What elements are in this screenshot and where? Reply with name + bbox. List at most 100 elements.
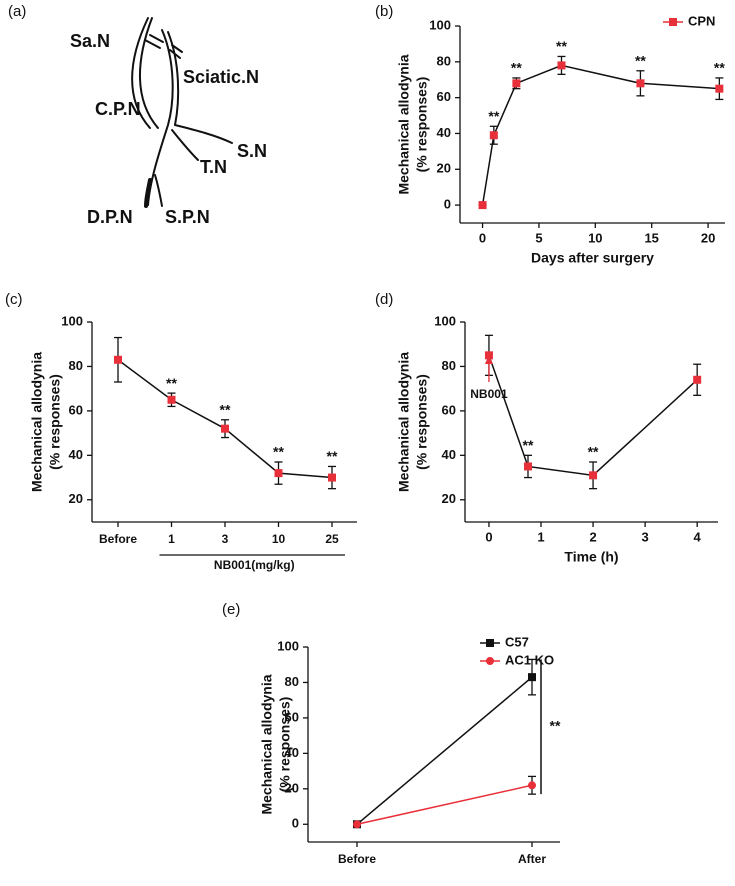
nerve — [167, 31, 180, 126]
y-axis-title: Mechanical allodynia — [29, 352, 45, 492]
annotation-arrowhead — [484, 355, 493, 364]
nerve-label: S.N — [237, 141, 267, 161]
x-group-label: NB001(mg/kg) — [214, 558, 295, 572]
y-axis-title: Mechanical allodynia — [259, 674, 275, 814]
y-tick-label: 60 — [442, 402, 456, 417]
marker — [114, 355, 122, 364]
y-tick-label: 60 — [285, 709, 299, 724]
significance: ** — [714, 60, 725, 76]
legend-label: AC1 KO — [505, 652, 554, 667]
marker — [478, 201, 487, 210]
x-tick-label: 10 — [272, 532, 286, 546]
y-tick-label: 0 — [444, 197, 451, 212]
significance: ** — [588, 444, 599, 460]
nerve — [154, 174, 163, 207]
y-tick-label: 20 — [442, 491, 456, 506]
significance: ** — [166, 375, 177, 391]
y-tick-label: 40 — [69, 447, 83, 462]
y-axis-subtitle: (% responses) — [414, 374, 430, 470]
marker — [523, 462, 532, 471]
panel-label: (c) — [5, 291, 23, 308]
legend-label: C57 — [505, 634, 529, 649]
y-axis-title: Mechanical allodynia — [396, 352, 412, 492]
x-tick-label: Before — [99, 532, 137, 546]
marker — [328, 473, 336, 482]
y-tick-label: 80 — [69, 358, 83, 373]
marker — [693, 375, 702, 384]
x-tick-label: 1 — [537, 529, 544, 544]
nerve — [144, 34, 183, 59]
significance: ** — [488, 108, 499, 124]
x-tick-label: Before — [338, 852, 376, 866]
nerve — [174, 124, 233, 144]
marker — [167, 395, 176, 404]
x-tick-label: 3 — [222, 532, 229, 546]
marker — [557, 61, 566, 70]
x-tick-label: 2 — [589, 529, 596, 544]
significance: ** — [327, 448, 338, 464]
nerve-label: S.P.N — [165, 207, 210, 227]
panel-label: (e) — [222, 601, 240, 618]
y-axis-subtitle: (% responses) — [277, 697, 293, 793]
marker — [274, 469, 283, 478]
y-tick-label: 100 — [434, 313, 456, 328]
marker — [589, 471, 598, 480]
marker — [528, 781, 536, 790]
legend-marker — [486, 639, 494, 647]
x-tick-label: 20 — [701, 230, 715, 245]
y-tick-label: 40 — [437, 125, 451, 140]
marker — [221, 424, 229, 433]
marker — [353, 820, 361, 829]
nerve-label: Sciatic.N — [183, 67, 259, 87]
marker — [715, 84, 724, 93]
nerve — [144, 178, 152, 208]
x-tick-label: 0 — [479, 230, 486, 245]
y-tick-label: 80 — [442, 358, 456, 373]
y-tick-label: 60 — [437, 89, 451, 104]
panel-label: (b) — [375, 3, 393, 20]
y-tick-label: 20 — [69, 491, 83, 506]
y-tick-label: 80 — [285, 674, 299, 689]
significance: ** — [273, 444, 284, 460]
y-tick-label: 20 — [437, 161, 451, 176]
panel-label: (d) — [375, 291, 393, 308]
nerve-label: T.N — [200, 157, 227, 177]
y-tick-label: 100 — [61, 313, 83, 328]
data-line — [117, 359, 333, 479]
data-line — [356, 784, 533, 826]
marker — [636, 79, 645, 88]
nerve-label: C.P.N — [95, 99, 141, 119]
y-axis-subtitle: (% responses) — [47, 374, 63, 470]
marker — [512, 79, 521, 88]
y-tick-label: 100 — [429, 17, 451, 32]
nerve-label: D.P.N — [87, 207, 133, 227]
legend-marker — [669, 18, 677, 26]
comparison-label: ** — [550, 717, 561, 733]
significance: ** — [220, 401, 231, 417]
x-tick-label: 1 — [168, 532, 175, 546]
y-tick-label: 80 — [437, 53, 451, 68]
panel-label: (a) — [8, 3, 26, 20]
x-tick-label: 25 — [325, 532, 339, 546]
marker — [489, 131, 498, 140]
y-tick-label: 100 — [277, 638, 299, 653]
annotation: NB001 — [470, 387, 508, 401]
data-line — [488, 355, 698, 477]
nerve — [147, 29, 174, 206]
x-tick-label: 10 — [588, 230, 602, 245]
y-axis-subtitle: (% responses) — [414, 77, 430, 173]
significance: ** — [556, 38, 567, 54]
significance: ** — [635, 52, 646, 68]
nerve-label: Sa.N — [70, 31, 110, 51]
data-line — [481, 64, 720, 206]
nerve — [171, 129, 199, 161]
x-tick-label: 5 — [535, 230, 542, 245]
nerve-diagram — [131, 17, 233, 208]
significance: ** — [511, 60, 522, 76]
x-tick-label: After — [518, 852, 546, 866]
x-tick-label: 3 — [642, 529, 649, 544]
nerve — [131, 17, 151, 129]
legend-label: CPN — [688, 13, 715, 28]
y-tick-label: 40 — [285, 745, 299, 760]
